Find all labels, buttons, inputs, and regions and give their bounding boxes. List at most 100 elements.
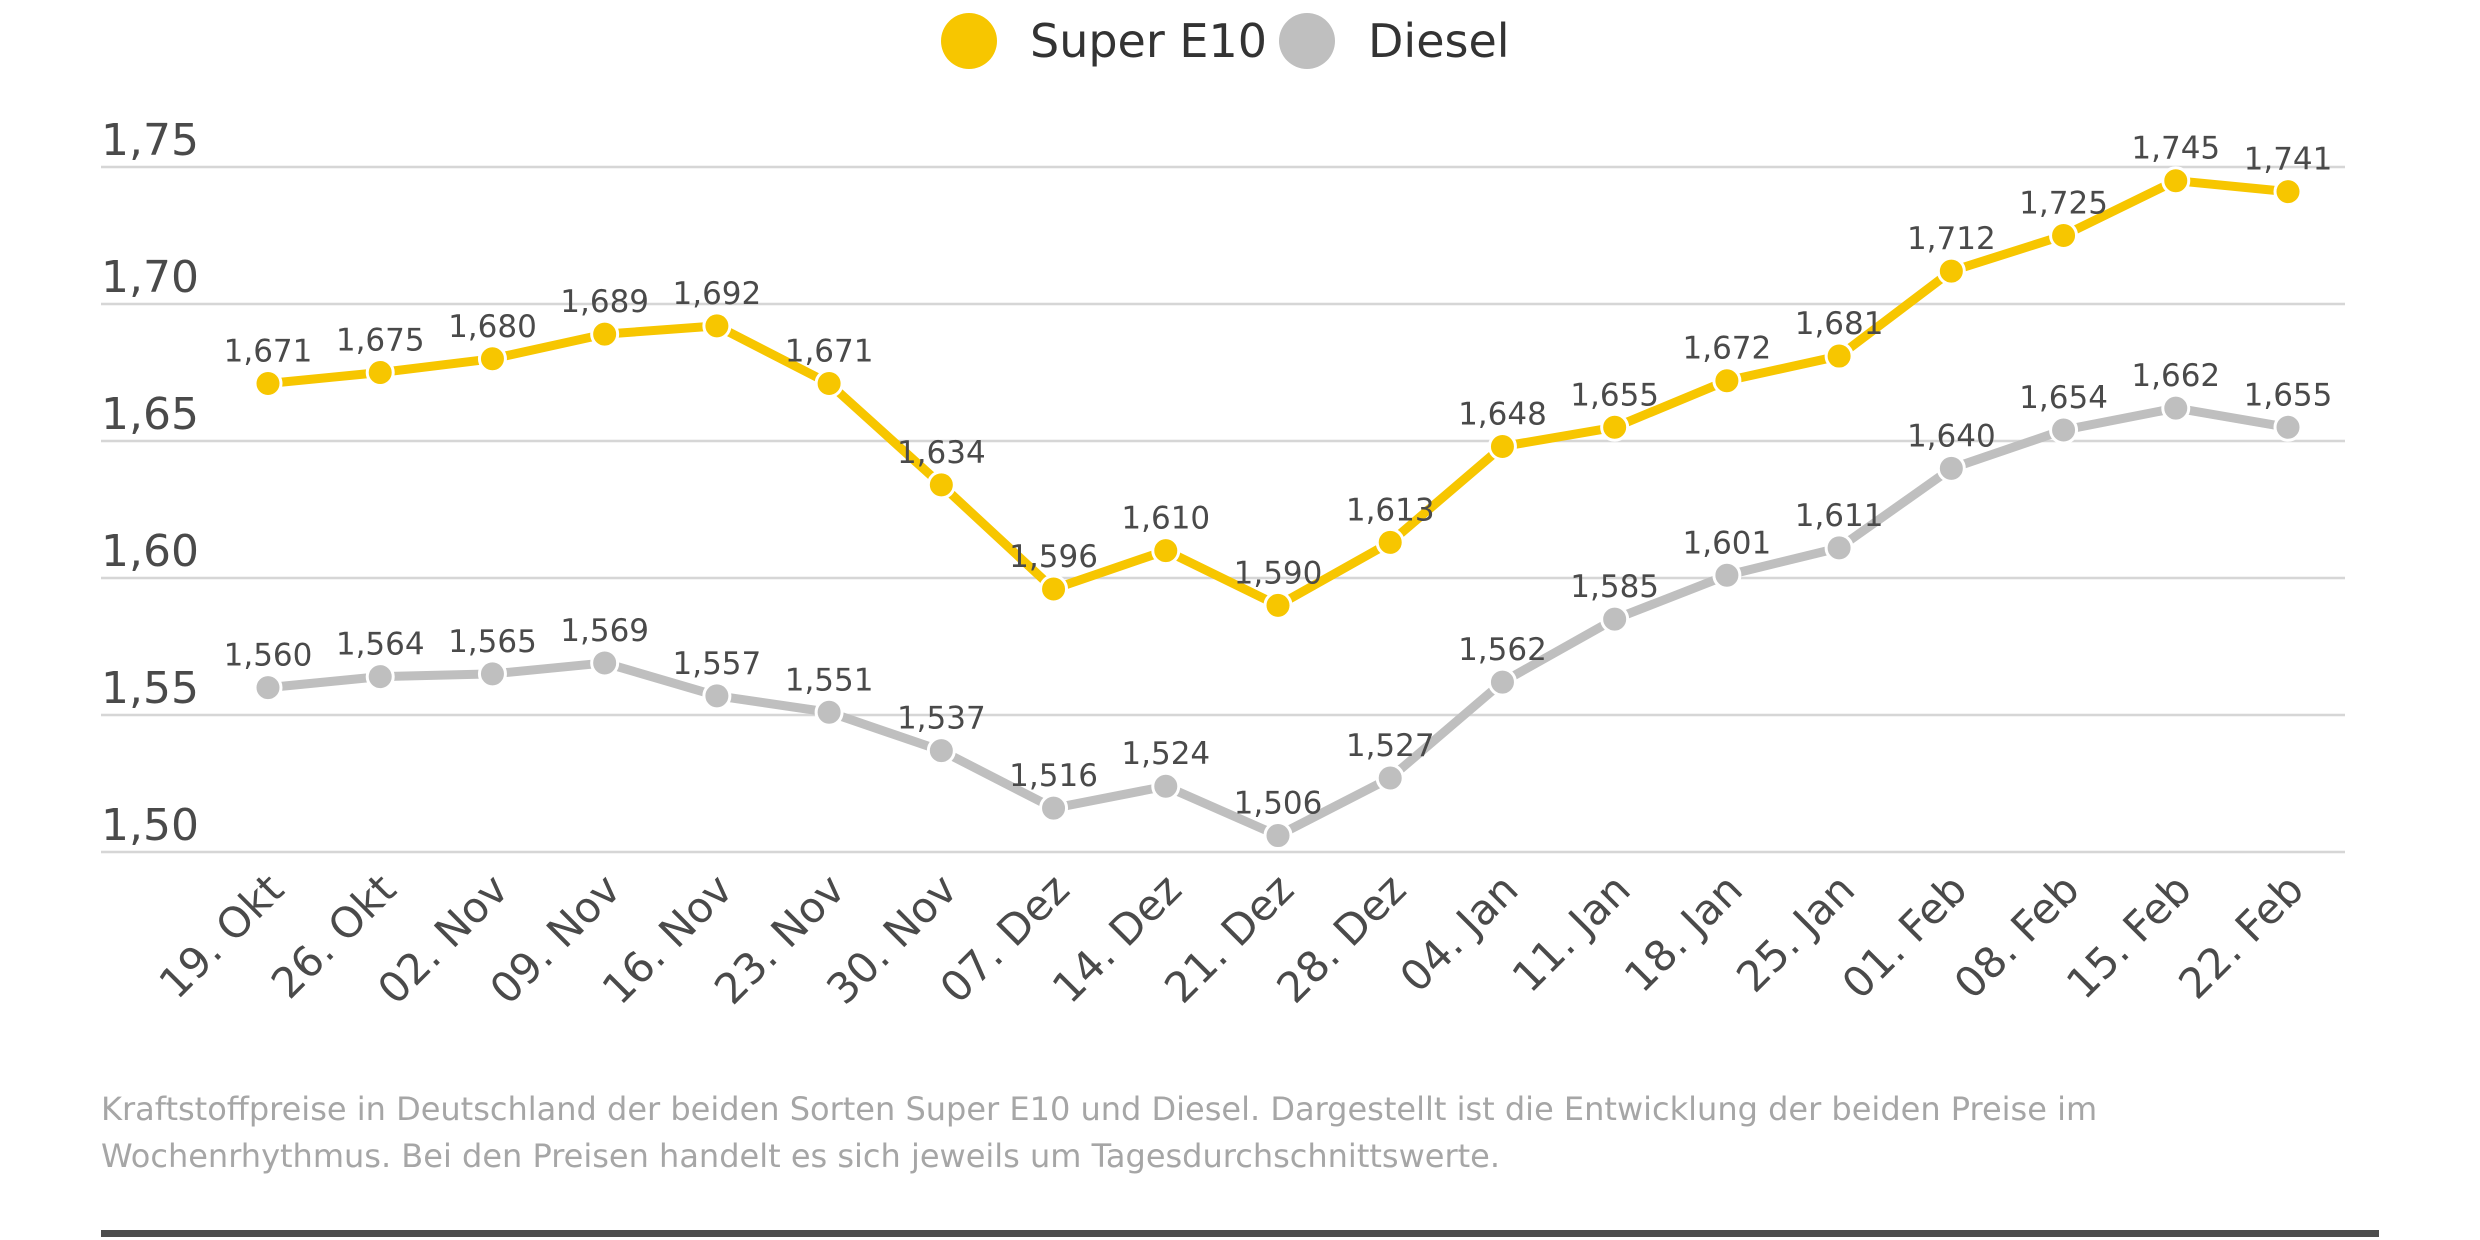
data-point-super-e10: [1600, 412, 1630, 442]
data-label-super-e10: 1,596: [1009, 539, 1098, 575]
data-point-diesel: [926, 736, 956, 766]
data-point-diesel: [1151, 771, 1181, 801]
data-point-diesel: [1600, 604, 1630, 634]
data-label-diesel: 1,640: [1907, 418, 1996, 454]
legend-marker-super-e10: [941, 13, 997, 69]
data-point-super-e10: [1263, 590, 1293, 620]
data-label-diesel: 1,516: [1009, 758, 1098, 794]
y-tick-label: 1,50: [101, 800, 199, 851]
data-point-super-e10: [1936, 256, 1966, 286]
legend-label-diesel: Diesel: [1368, 14, 1510, 68]
data-label-diesel: 1,557: [673, 646, 762, 682]
data-point-diesel: [365, 662, 395, 692]
x-tick-label: 08. Feb: [1945, 864, 2089, 1008]
data-point-diesel: [1712, 560, 1742, 590]
data-label-diesel: 1,506: [1234, 786, 1323, 822]
data-point-super-e10: [253, 368, 283, 398]
series-super-e10: 1,671 1,675 1,680 1,689 1,692 1,671 1,634 1,596…: [224, 131, 2333, 620]
legend-label-super-e10: Super E10: [1030, 14, 1267, 68]
data-label-diesel: 1,585: [1570, 569, 1659, 605]
data-point-diesel: [1487, 667, 1517, 697]
data-label-super-e10: 1,613: [1346, 492, 1435, 528]
data-point-diesel: [590, 648, 620, 678]
data-label-diesel: 1,551: [785, 662, 874, 698]
data-point-super-e10: [1712, 366, 1742, 396]
data-point-super-e10: [1151, 536, 1181, 566]
legend-marker-diesel: [1279, 13, 1335, 69]
data-point-diesel: [2273, 412, 2303, 442]
data-label-super-e10: 1,692: [673, 276, 762, 312]
y-tick-label: 1,70: [101, 252, 199, 303]
legend: Super E10 Diesel: [941, 13, 1510, 69]
data-label-diesel: 1,527: [1346, 728, 1435, 764]
chart-caption: Kraftstoffpreise in Deutschland der beid…: [101, 1090, 2098, 1175]
y-tick-label: 1,65: [101, 389, 199, 440]
x-tick-label: 11. Jan: [1503, 864, 1640, 1001]
data-point-diesel: [1039, 793, 1069, 823]
series-diesel: 1,560 1,564 1,565 1,569 1,557 1,551 1,537 1,516…: [224, 358, 2333, 851]
y-tick-label: 1,75: [101, 115, 199, 166]
data-point-super-e10: [2273, 177, 2303, 207]
x-tick-label: 04. Jan: [1390, 864, 1527, 1001]
data-label-diesel: 1,524: [1121, 736, 1210, 772]
data-label-super-e10: 1,655: [1570, 377, 1659, 413]
data-label-diesel: 1,562: [1458, 632, 1547, 668]
data-point-super-e10: [702, 311, 732, 341]
data-label-super-e10: 1,712: [1907, 221, 1996, 257]
data-label-diesel: 1,654: [2019, 380, 2108, 416]
data-point-super-e10: [590, 319, 620, 349]
data-point-diesel: [814, 697, 844, 727]
data-label-super-e10: 1,681: [1795, 306, 1884, 342]
data-label-diesel: 1,560: [224, 638, 313, 674]
data-point-super-e10: [1375, 527, 1405, 557]
data-label-diesel: 1,601: [1683, 525, 1772, 561]
data-point-super-e10: [2049, 221, 2079, 250]
data-point-super-e10: [2161, 166, 2191, 196]
data-point-super-e10: [477, 344, 507, 374]
data-label-super-e10: 1,648: [1458, 396, 1547, 432]
data-point-diesel: [1936, 453, 1966, 483]
y-tick-label: 1,60: [101, 526, 199, 577]
data-label-diesel: 1,569: [560, 613, 649, 649]
data-label-diesel: 1,611: [1795, 498, 1884, 534]
data-label-super-e10: 1,671: [224, 333, 313, 369]
data-point-super-e10: [1824, 341, 1854, 371]
data-label-super-e10: 1,590: [1234, 555, 1323, 591]
y-axis: 1,50 1,55 1,60 1,65 1,70 1,75: [101, 115, 199, 851]
gridlines: [101, 165, 2345, 854]
y-tick-label: 1,55: [101, 663, 199, 714]
data-point-diesel: [477, 659, 507, 689]
data-point-super-e10: [1039, 574, 1069, 604]
data-label-super-e10: 1,675: [336, 323, 425, 359]
data-point-diesel: [1824, 533, 1854, 563]
data-label-super-e10: 1,671: [785, 333, 874, 369]
x-tick-label: 22. Feb: [2169, 864, 2313, 1008]
bottom-divider: [101, 1230, 2379, 1237]
data-label-diesel: 1,655: [2244, 377, 2333, 413]
data-label-super-e10: 1,689: [560, 284, 649, 320]
data-point-super-e10: [1487, 431, 1517, 461]
data-label-super-e10: 1,634: [897, 435, 986, 471]
data-label-diesel: 1,662: [2131, 358, 2220, 394]
data-label-super-e10: 1,672: [1683, 331, 1772, 367]
data-label-super-e10: 1,610: [1121, 501, 1210, 537]
data-label-diesel: 1,565: [448, 624, 537, 660]
data-point-super-e10: [926, 470, 956, 500]
data-point-super-e10: [814, 368, 844, 398]
x-tick-label: 18. Jan: [1615, 864, 1752, 1001]
data-label-super-e10: 1,741: [2244, 142, 2333, 178]
series-layer: 1,560 1,564 1,565 1,569 1,557 1,551 1,537 1,516…: [224, 131, 2333, 851]
data-label-super-e10: 1,745: [2131, 131, 2220, 167]
data-point-super-e10: [365, 358, 395, 387]
x-tick-label: 01. Feb: [1832, 864, 1976, 1008]
data-point-diesel: [2049, 415, 2079, 445]
data-label-diesel: 1,537: [897, 701, 986, 737]
x-tick-label: 19. Okt: [150, 864, 294, 1008]
data-point-diesel: [253, 673, 283, 703]
data-label-super-e10: 1,680: [448, 309, 537, 345]
data-label-super-e10: 1,725: [2019, 186, 2108, 222]
x-tick-label: 15. Feb: [2057, 864, 2201, 1008]
data-point-diesel: [1263, 821, 1293, 851]
